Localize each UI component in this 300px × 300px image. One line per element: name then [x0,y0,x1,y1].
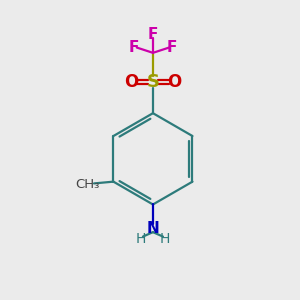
Text: F: F [129,40,139,55]
Text: F: F [167,40,177,55]
Text: F: F [148,27,158,42]
Text: O: O [167,73,181,91]
Text: N: N [147,221,159,236]
Text: H: H [135,232,146,246]
Text: H: H [160,232,170,246]
Text: S: S [146,73,159,91]
Text: O: O [124,73,139,91]
Text: CH₃: CH₃ [75,178,100,190]
